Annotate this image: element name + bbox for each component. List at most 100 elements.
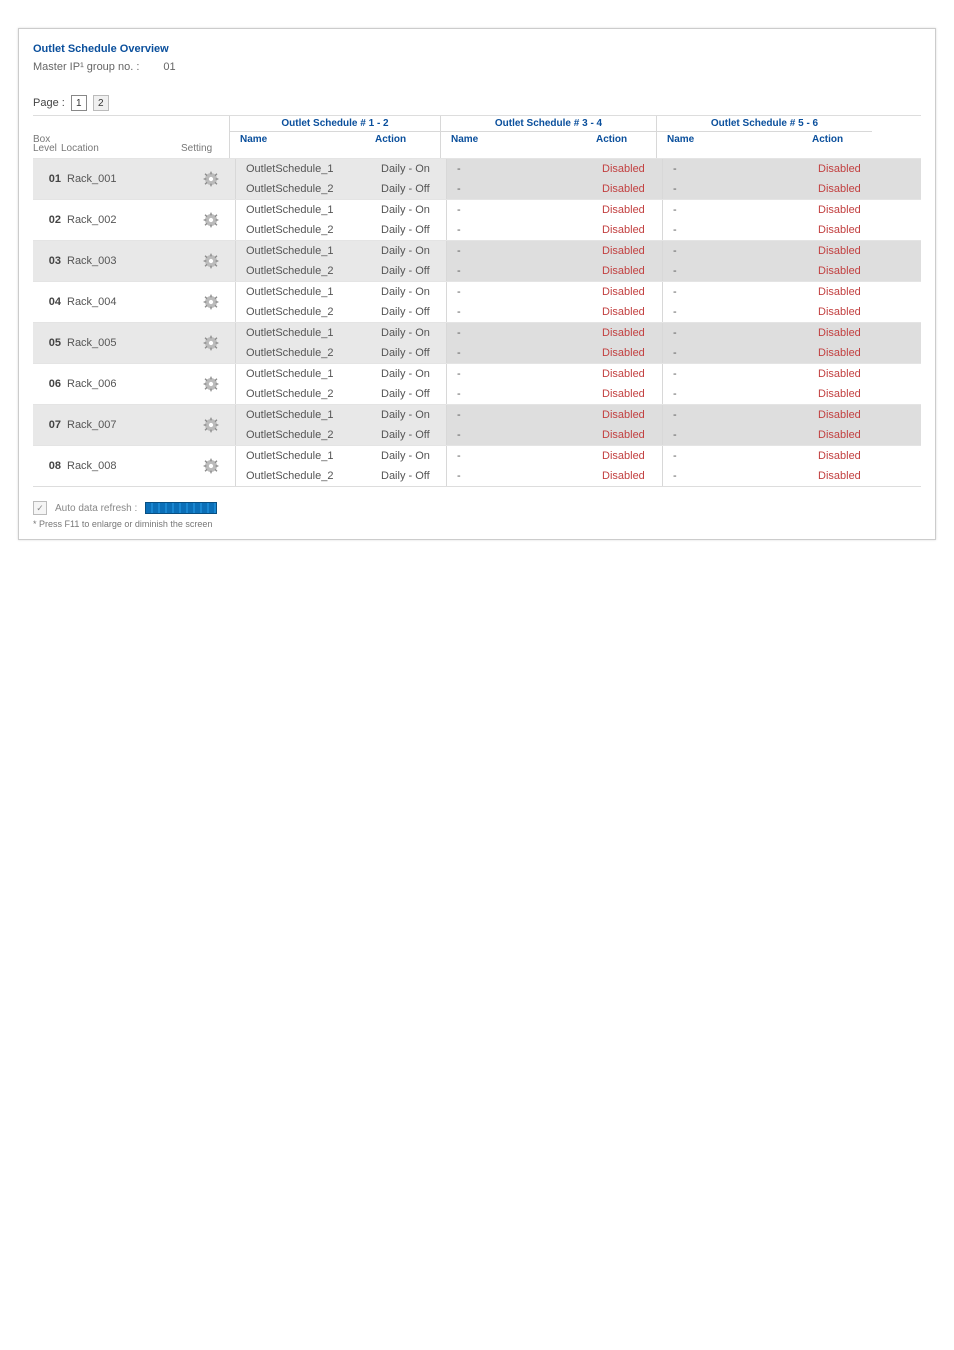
schedule-name-56: - bbox=[662, 364, 818, 384]
schedule-action-34: Disabled bbox=[602, 241, 662, 261]
col-setting-header: Setting bbox=[181, 132, 229, 158]
col-name-header-56: Name bbox=[657, 132, 812, 158]
schedule-action-34: Disabled bbox=[602, 466, 662, 486]
refresh-progress bbox=[145, 502, 217, 514]
box-level: 03 bbox=[33, 251, 67, 271]
location: Rack_001 bbox=[67, 169, 187, 189]
box-level: 02 bbox=[33, 210, 67, 230]
schedule-action: Daily - Off bbox=[381, 220, 446, 240]
schedule-action-56: Disabled bbox=[818, 200, 878, 220]
table-row: 03 Rack_003 OutletSchedule_1 Daily - On … bbox=[33, 240, 921, 281]
schedule-name-34: - bbox=[446, 364, 602, 384]
schedule-action-56: Disabled bbox=[818, 282, 878, 302]
gear-icon[interactable] bbox=[203, 212, 219, 228]
gear-icon[interactable] bbox=[203, 335, 219, 351]
schedule-action: Daily - On bbox=[381, 241, 446, 261]
table-row: 02 Rack_002 OutletSchedule_1 Daily - On … bbox=[33, 199, 921, 240]
col-location-header: Location bbox=[61, 132, 181, 158]
col-name-header-34: Name bbox=[441, 132, 596, 158]
gear-icon[interactable] bbox=[203, 253, 219, 269]
schedule-action-34: Disabled bbox=[602, 323, 662, 343]
schedule-action-34: Disabled bbox=[602, 364, 662, 384]
schedule-action-34: Disabled bbox=[602, 179, 662, 199]
gear-icon[interactable] bbox=[203, 417, 219, 433]
schedule-name: OutletSchedule_2 bbox=[235, 466, 381, 486]
box-level: 04 bbox=[33, 292, 67, 312]
footer-note: * Press F11 to enlarge or diminish the s… bbox=[33, 519, 921, 529]
page-title: Outlet Schedule Overview bbox=[33, 43, 921, 55]
gear-icon[interactable] bbox=[203, 376, 219, 392]
schedule-name-34: - bbox=[446, 200, 602, 220]
box-level: 08 bbox=[33, 456, 67, 476]
schedule-name: OutletSchedule_1 bbox=[235, 323, 381, 343]
schedule-name: OutletSchedule_1 bbox=[235, 446, 381, 466]
master-group-value: 01 bbox=[163, 61, 175, 73]
location: Rack_004 bbox=[67, 292, 187, 312]
schedule-action-34: Disabled bbox=[602, 302, 662, 322]
schedule-action-56: Disabled bbox=[818, 179, 878, 199]
gear-icon[interactable] bbox=[203, 171, 219, 187]
schedule-action-34: Disabled bbox=[602, 405, 662, 425]
schedule-name-34: - bbox=[446, 343, 602, 363]
table-row: 06 Rack_006 OutletSchedule_1 Daily - On … bbox=[33, 363, 921, 404]
schedule-name-56: - bbox=[662, 425, 818, 445]
group-header-34: Outlet Schedule # 3 - 4 bbox=[441, 116, 656, 132]
table-row: 07 Rack_007 OutletSchedule_1 Daily - On … bbox=[33, 404, 921, 445]
page-label: Page : bbox=[33, 97, 65, 109]
location: Rack_006 bbox=[67, 374, 187, 394]
auto-refresh-checkbox[interactable]: ✓ bbox=[33, 501, 47, 515]
table-row: 01 Rack_001 OutletSchedule_1 Daily - On … bbox=[33, 158, 921, 199]
schedule-action: Daily - Off bbox=[381, 384, 446, 404]
table-row: 05 Rack_005 OutletSchedule_1 Daily - On … bbox=[33, 322, 921, 363]
col-action-header-56: Action bbox=[812, 132, 872, 158]
schedule-action: Daily - Off bbox=[381, 179, 446, 199]
schedule-name-34: - bbox=[446, 425, 602, 445]
location: Rack_008 bbox=[67, 456, 187, 476]
schedule-name-34: - bbox=[446, 220, 602, 240]
schedule-name: OutletSchedule_2 bbox=[235, 302, 381, 322]
schedule-name-34: - bbox=[446, 384, 602, 404]
schedule-action-34: Disabled bbox=[602, 159, 662, 179]
schedule-name-56: - bbox=[662, 446, 818, 466]
schedule-action: Daily - On bbox=[381, 405, 446, 425]
gear-icon[interactable] bbox=[203, 294, 219, 310]
schedule-name-34: - bbox=[446, 261, 602, 281]
schedule-action-56: Disabled bbox=[818, 364, 878, 384]
gear-icon[interactable] bbox=[203, 458, 219, 474]
schedule-action: Daily - Off bbox=[381, 343, 446, 363]
schedule-name: OutletSchedule_2 bbox=[235, 343, 381, 363]
schedule-action-34: Disabled bbox=[602, 425, 662, 445]
table-row: 08 Rack_008 OutletSchedule_1 Daily - On … bbox=[33, 445, 921, 486]
schedule-name-34: - bbox=[446, 466, 602, 486]
schedule-action-34: Disabled bbox=[602, 446, 662, 466]
schedule-name-56: - bbox=[662, 323, 818, 343]
page-2-button[interactable]: 2 bbox=[93, 95, 109, 111]
schedule-action: Daily - On bbox=[381, 446, 446, 466]
schedule-name-34: - bbox=[446, 323, 602, 343]
schedule-action: Daily - Off bbox=[381, 425, 446, 445]
schedule-table: Outlet Schedule # 1 - 2 Outlet Schedule … bbox=[33, 115, 921, 487]
schedule-name-56: - bbox=[662, 466, 818, 486]
schedule-action: Daily - On bbox=[381, 200, 446, 220]
schedule-name: OutletSchedule_1 bbox=[235, 364, 381, 384]
schedule-name-56: - bbox=[662, 179, 818, 199]
schedule-action-56: Disabled bbox=[818, 466, 878, 486]
page-1-button[interactable]: 1 bbox=[71, 95, 87, 111]
schedule-name-34: - bbox=[446, 282, 602, 302]
schedule-action-56: Disabled bbox=[818, 343, 878, 363]
col-name-header-12: Name bbox=[230, 132, 375, 158]
schedule-action: Daily - On bbox=[381, 323, 446, 343]
schedule-name: OutletSchedule_1 bbox=[235, 282, 381, 302]
schedule-action-34: Disabled bbox=[602, 343, 662, 363]
schedule-name-34: - bbox=[446, 446, 602, 466]
schedule-name-34: - bbox=[446, 405, 602, 425]
schedule-action-56: Disabled bbox=[818, 302, 878, 322]
location: Rack_002 bbox=[67, 210, 187, 230]
main-panel: Outlet Schedule Overview Master IP¹ grou… bbox=[18, 28, 936, 540]
box-level: 01 bbox=[33, 169, 67, 189]
schedule-action-56: Disabled bbox=[818, 446, 878, 466]
master-group-label: Master IP¹ group no. : bbox=[33, 61, 139, 73]
schedule-name-56: - bbox=[662, 282, 818, 302]
schedule-action-34: Disabled bbox=[602, 282, 662, 302]
schedule-action-56: Disabled bbox=[818, 159, 878, 179]
